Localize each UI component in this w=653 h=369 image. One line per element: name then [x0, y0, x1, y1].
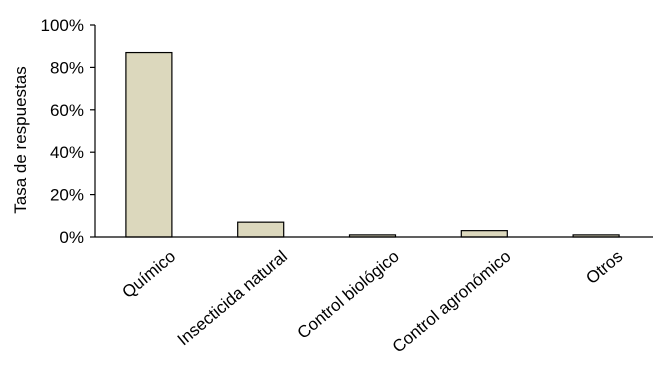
x-tick-label: Químico [118, 247, 179, 302]
bar [125, 51, 173, 238]
bar [460, 230, 508, 238]
bars [125, 51, 620, 238]
x-tick-label: Otros [582, 247, 626, 288]
y-axis-label: Tasa de respuestas [11, 66, 30, 213]
bar [237, 221, 285, 238]
y-tick-label: 60% [50, 101, 84, 120]
y-tick-label: 20% [50, 186, 84, 205]
y-tick-label: 100% [41, 16, 84, 35]
x-tick-label: Control agronómico [389, 247, 515, 357]
x-tick-label: Insecticida natural [174, 247, 291, 350]
x-tick-label: Control biológico [294, 247, 403, 343]
y-tick-label: 0% [59, 228, 84, 247]
y-axis-ticks: 0% 20% 40% 60% 80% 100% [41, 16, 95, 247]
y-tick-label: 80% [50, 58, 84, 77]
y-tick-label: 40% [50, 143, 84, 162]
